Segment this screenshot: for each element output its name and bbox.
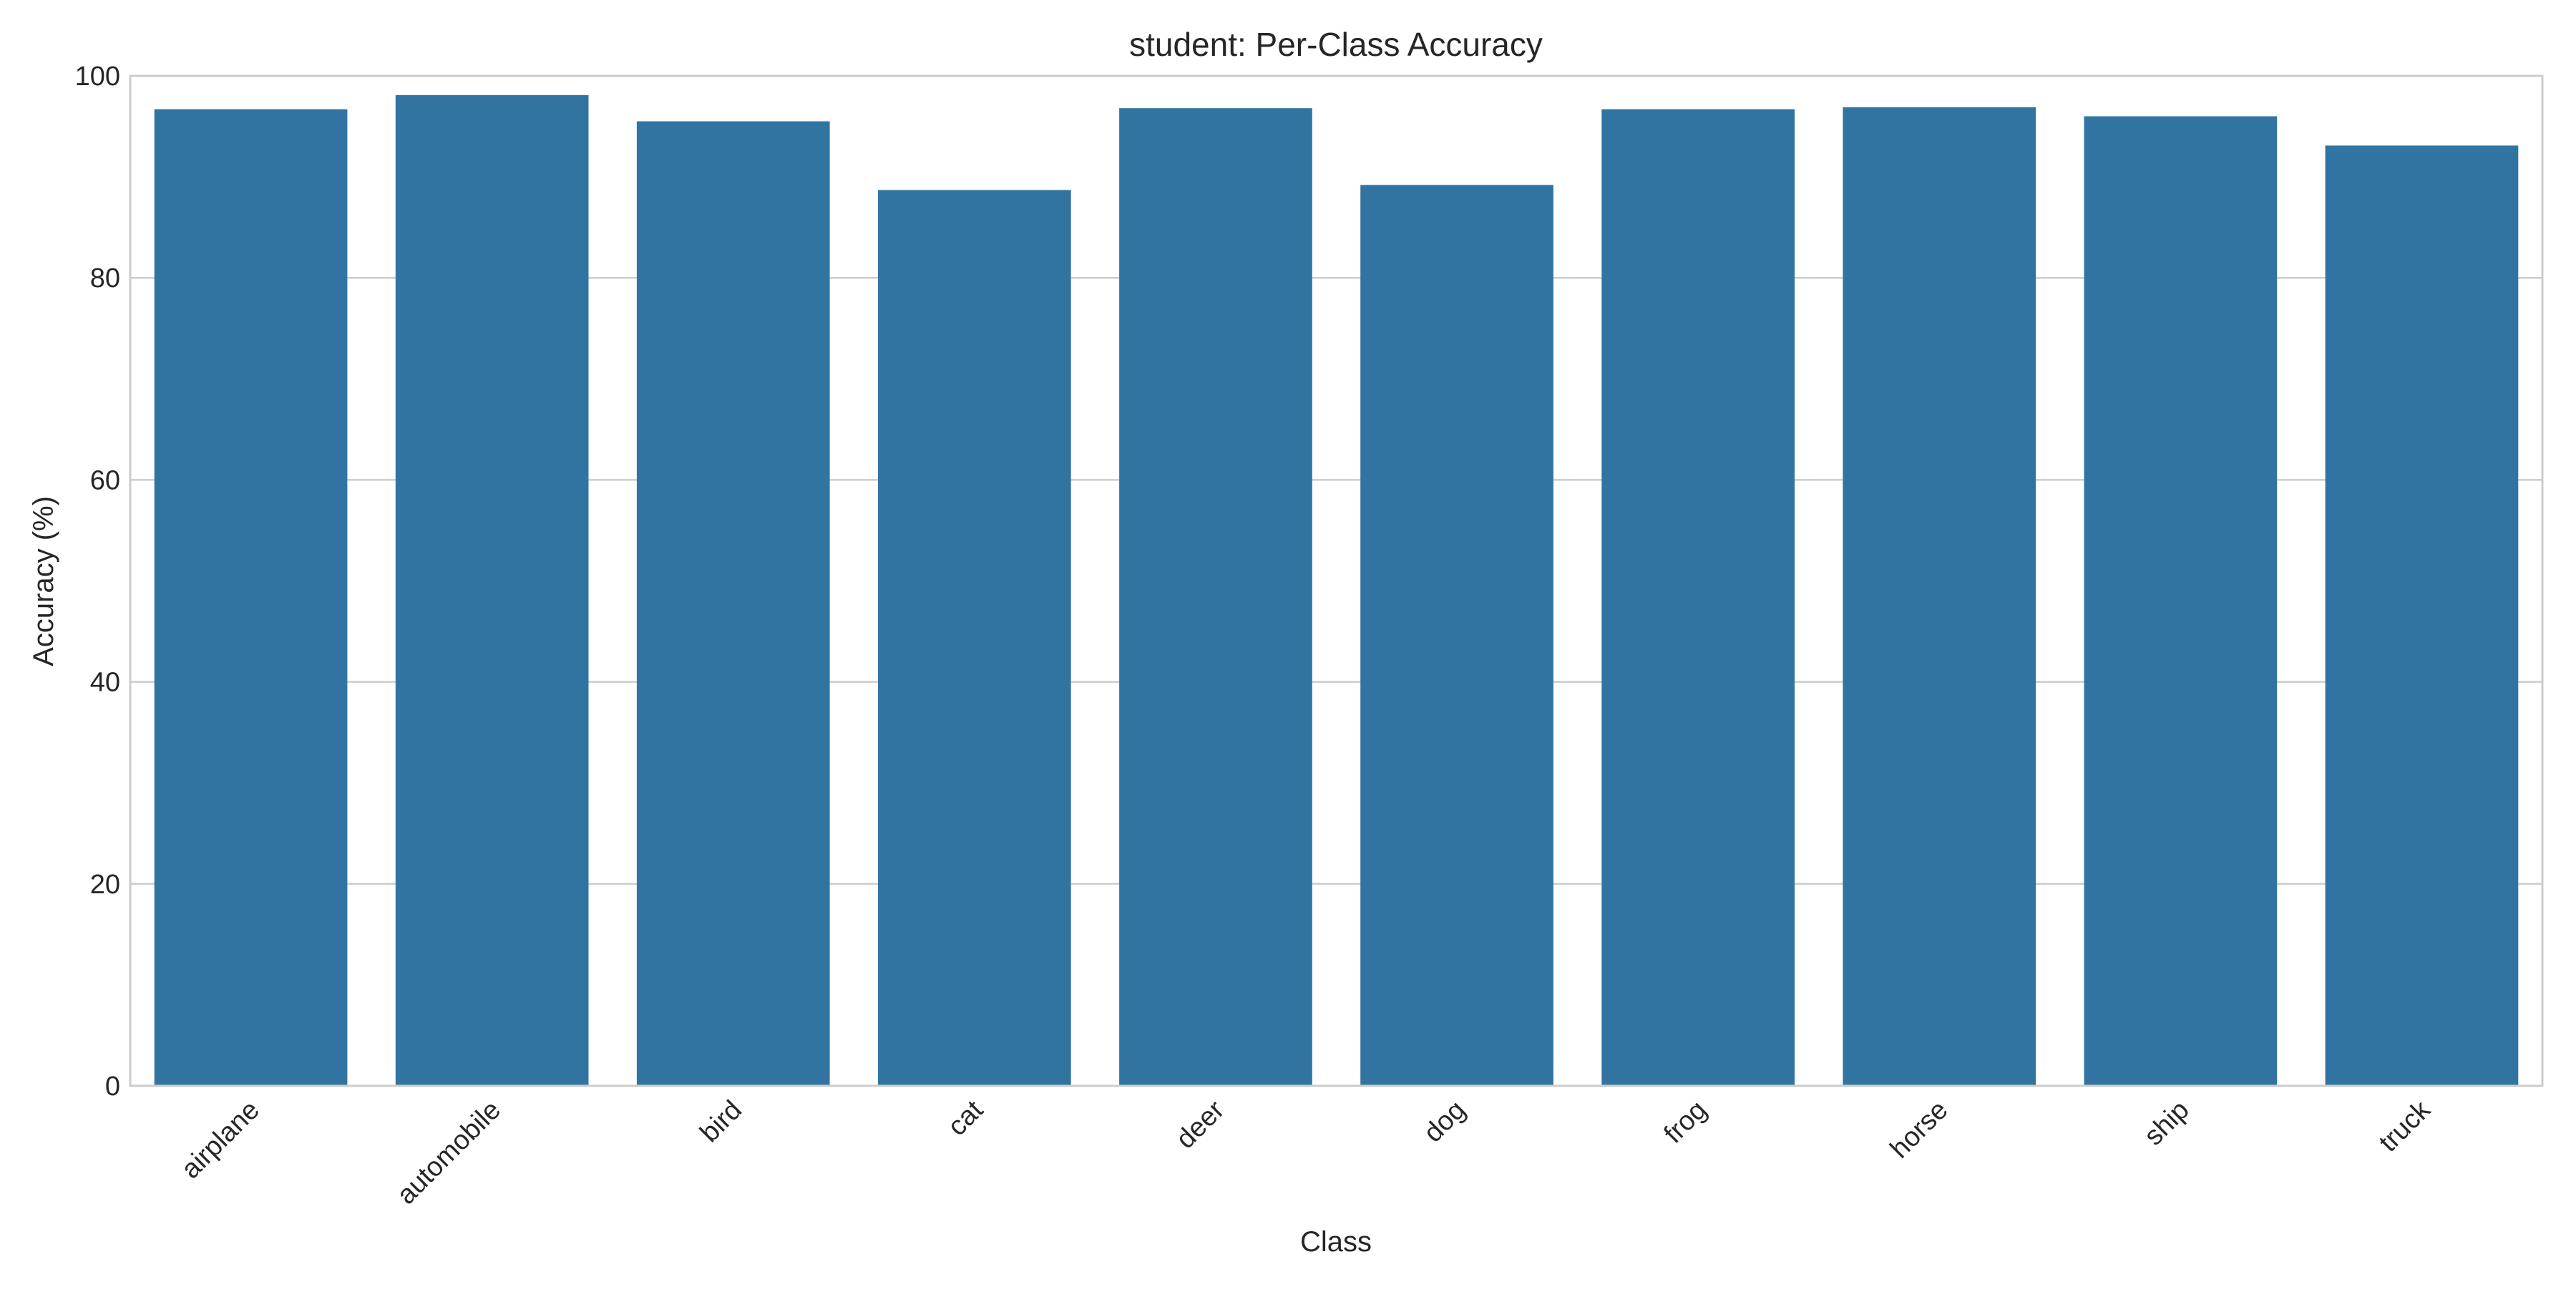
bars	[154, 94, 2519, 1087]
plot-frame	[129, 74, 2544, 1087]
bar-bird	[636, 121, 830, 1086]
y-tick-labels: 0 20 40 60 80 100	[75, 62, 120, 1102]
y-tick-label: 100	[75, 62, 120, 92]
y-tick-label: 0	[105, 1072, 120, 1102]
bar-dog	[1360, 185, 1553, 1087]
bar-ship	[2084, 116, 2278, 1087]
bar-automobile	[395, 94, 589, 1087]
x-axis-label: Class	[1300, 1226, 1372, 1258]
bar-airplane	[154, 109, 348, 1087]
chart-title: student: Per-Class Accuracy	[1129, 26, 1543, 63]
y-tick-label: 60	[90, 465, 120, 495]
y-axis-label: Accuracy (%)	[28, 496, 59, 666]
axes-frame	[129, 74, 2544, 1087]
y-tick-label: 80	[90, 263, 120, 293]
bar-truck	[2325, 145, 2519, 1086]
bar-cat	[878, 190, 1071, 1086]
y-tick-label: 40	[90, 668, 120, 698]
bar-deer	[1119, 108, 1312, 1087]
y-tick-label: 20	[90, 870, 120, 900]
bar-frog	[1601, 109, 1795, 1087]
bar-horse	[1843, 107, 2036, 1087]
